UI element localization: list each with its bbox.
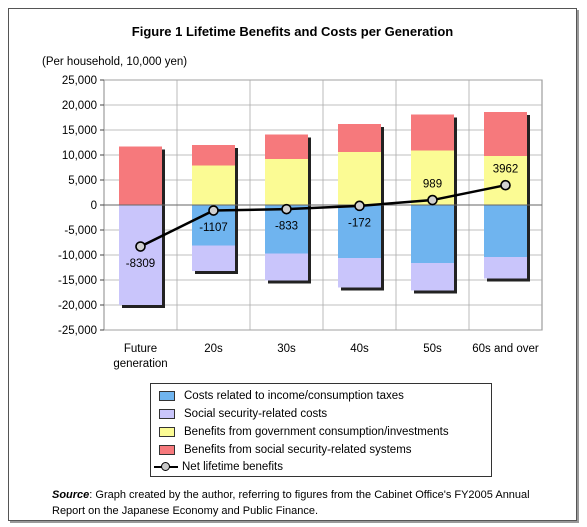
bar-segment [338,152,381,205]
y-tick-label: 20,000 [62,100,97,112]
x-category-label: 20s [204,343,223,355]
net-benefit-point [354,200,365,212]
net-data-label: 989 [423,179,442,191]
x-category-label: 30s [277,343,296,355]
bar-segment [265,159,308,205]
x-category-label: 40s [350,343,369,355]
legend-item-social-benefits: Benefits from social security-related sy… [159,442,412,458]
legend-item-govt-benefits: Benefits from government consumption/inv… [159,424,449,440]
y-tick-label: -15,000 [58,275,97,287]
legend-item-net: Net lifetime benefits [154,459,283,475]
x-category-label: 60s and over [472,343,539,355]
y-tick-label: -20,000 [58,300,97,312]
source-text: : Graph created by the author, referring… [52,489,530,517]
source-note: Source: Graph created by the author, ref… [52,487,552,519]
x-category-label: generation [113,358,167,370]
net-data-label: -172 [348,217,371,229]
bar-segment [411,114,454,151]
legend-label-net: Net lifetime benefits [182,461,283,473]
legend-line-net [154,461,178,473]
x-category-label: 50s [423,343,442,355]
legend-label-income-tax: Costs related to income/consumption taxe… [184,390,404,402]
legend-item-income-tax: Costs related to income/consumption taxe… [159,388,404,404]
bar-segment [338,258,381,288]
net-benefit-point [135,241,146,252]
bar-segment [192,165,235,205]
chart-plot: 25,000 20,000 15,000 10,000 5,000 0 -5,000 -10,… [58,75,543,370]
bar-segment [338,205,381,258]
y-tick-label: 15,000 [62,125,97,137]
bar-segment [484,257,527,279]
bar-segment [411,263,454,291]
bar-segment [265,253,308,281]
legend-swatch-social-benefits [159,445,175,455]
bar-segment [192,145,235,166]
legend-swatch-govt-benefits [159,427,175,437]
net-data-label: -1107 [199,222,228,234]
y-tick-label: 0 [91,200,97,212]
net-data-label: 3962 [493,164,519,176]
bar-segment [119,146,162,205]
net-benefit-point [427,194,438,206]
net-benefit-point [281,203,292,215]
net-benefit-line [139,183,506,248]
bar-segment [119,205,162,305]
bar-segment [265,134,308,159]
chart-legend: Costs related to income/consumption taxe… [150,383,492,477]
legend-label-govt-benefits: Benefits from government consumption/inv… [184,426,449,438]
bar-segment [484,112,527,156]
chart-title: Figure 1 Lifetime Benefits and Costs per… [131,24,454,39]
bar-segment [411,205,454,263]
legend-label-social-benefits: Benefits from social security-related sy… [184,444,412,456]
bar-segment [192,245,235,271]
source-label: Source [52,489,90,501]
figure-frame: Figure 1 Lifetime Benefits and Costs per… [8,8,577,521]
bar-segment [484,205,527,257]
legend-swatch-income-tax [159,391,175,401]
net-benefit-point [208,205,219,216]
unit-label: (Per household, 10,000 yen) [42,56,188,68]
y-tick-label: 5,000 [68,175,97,187]
y-tick-label: -5,000 [64,225,97,237]
net-benefit-point [500,179,511,191]
y-tick-label: -25,000 [58,325,97,337]
y-tick-label: 10,000 [62,150,97,162]
bar-segment [338,124,381,152]
x-category-label: Future [124,343,157,355]
y-tick-label: -10,000 [58,250,97,262]
legend-label-social-costs: Social security-related costs [184,408,328,420]
legend-item-social-costs: Social security-related costs [159,406,327,422]
legend-swatch-social-costs [159,409,175,419]
net-data-label: -833 [275,221,298,233]
net-data-label: -8309 [126,258,155,270]
y-tick-label: 25,000 [62,75,97,87]
